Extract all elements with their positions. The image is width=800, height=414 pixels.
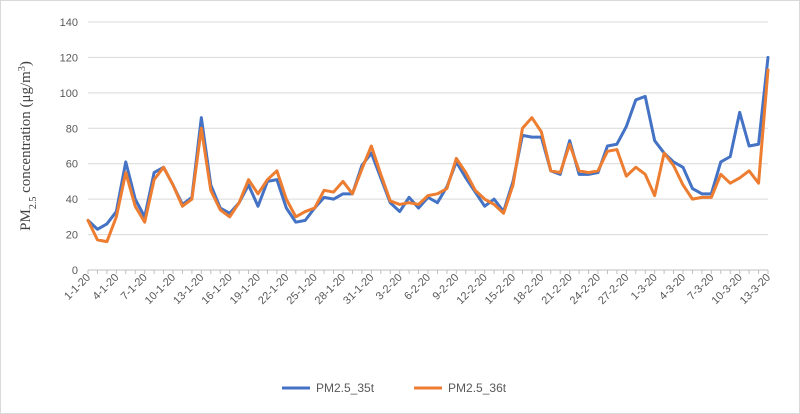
legend-label: PM2.5_35t: [316, 381, 375, 395]
y-tick-label: 0: [72, 265, 78, 277]
y-label-part: PM: [18, 209, 34, 231]
y-label-part: concentration (μg/m: [18, 71, 34, 197]
y-tick-label: 100: [60, 88, 78, 100]
y-tick-label: 80: [66, 123, 78, 135]
y-tick-label: 60: [66, 159, 78, 171]
y-label-sub: 2.5: [28, 197, 39, 210]
y-label-part: ): [18, 61, 34, 66]
legend-label: PM2.5_36t: [448, 381, 507, 395]
y-tick-label: 120: [60, 52, 78, 64]
legend: PM2.5_35t PM2.5_36t: [282, 381, 507, 395]
y-axis-label: PM2.5 concentration (μg/m3): [17, 61, 39, 231]
series-line: [86, 68, 770, 244]
y-tick-label: 20: [66, 230, 78, 242]
y-tick-label: 40: [66, 194, 78, 206]
y-tick-label: 140: [60, 17, 78, 29]
y-label-sup: 3: [17, 66, 28, 71]
